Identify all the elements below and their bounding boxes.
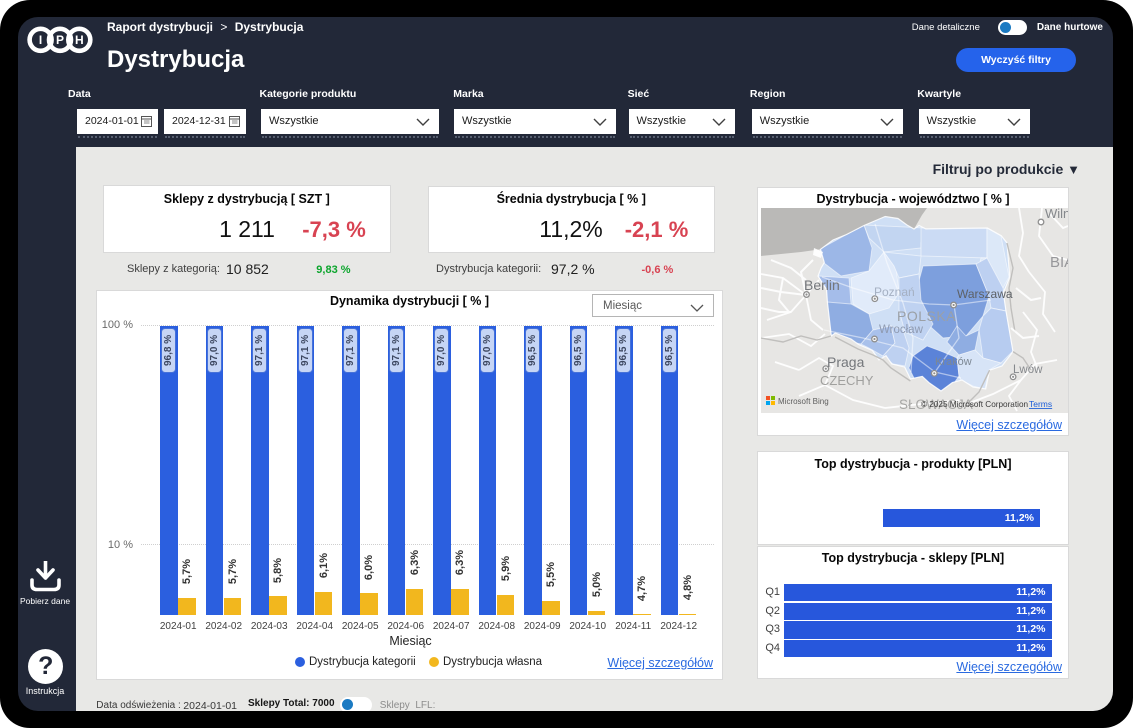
svg-text:CZECHY: CZECHY	[820, 373, 874, 388]
svg-text:H: H	[75, 33, 84, 47]
svg-text:BIA: BIA	[1050, 254, 1068, 271]
svg-text:Praga: Praga	[827, 354, 865, 370]
svg-text:I: I	[39, 33, 42, 47]
svg-text:Lwów: Lwów	[1013, 364, 1043, 376]
svg-text:Terms: Terms	[1029, 399, 1052, 409]
svg-text:SŁOWACJA: SŁOWACJA	[899, 397, 973, 412]
svg-text:Berlin: Berlin	[804, 277, 840, 293]
svg-text:Warszawa: Warszawa	[957, 287, 1013, 301]
svg-text:Kraków: Kraków	[935, 356, 972, 368]
svg-text:Wrocław: Wrocław	[879, 324, 924, 336]
svg-text:© 2025 Microsoft Corporation: © 2025 Microsoft Corporation	[921, 400, 1029, 409]
svg-text:P: P	[56, 33, 64, 47]
svg-text:POLSKA: POLSKA	[897, 308, 956, 324]
svg-text:Wilno: Wilno	[1045, 208, 1068, 221]
svg-text:Microsoft Bing: Microsoft Bing	[778, 397, 829, 406]
svg-text:Poznań: Poznań	[874, 285, 915, 299]
